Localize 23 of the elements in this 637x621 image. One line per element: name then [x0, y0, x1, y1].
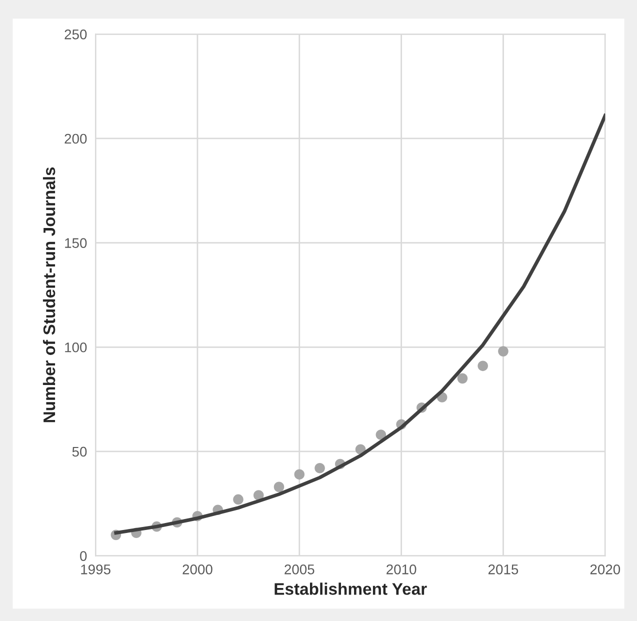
point [498, 346, 508, 356]
y-tick-label: 250 [64, 29, 87, 40]
point [233, 494, 244, 505]
y-tick-label: 150 [65, 238, 87, 248]
point [376, 430, 386, 440]
x-axis-title: Establishment Year [274, 582, 427, 595]
y-tick-label: 200 [64, 134, 87, 144]
x-tick-label: 2020 [590, 564, 620, 574]
y-axis-title: Number of Student-run Journals [42, 167, 56, 422]
x-tick-label: 2000 [182, 564, 212, 574]
x-tick-label: 2005 [284, 564, 314, 574]
y-tick-label: 0 [80, 551, 87, 561]
point [478, 360, 488, 372]
x-tick-label: 1995 [81, 564, 110, 574]
point [457, 373, 468, 384]
point [274, 482, 284, 492]
point [253, 490, 264, 500]
x-tick-label: 2015 [488, 564, 518, 574]
point [294, 469, 305, 480]
y-tick-label: 50 [72, 446, 87, 457]
x-tick-label: 2010 [386, 564, 416, 574]
y-tick-label: 100 [65, 342, 87, 352]
point [314, 463, 325, 474]
